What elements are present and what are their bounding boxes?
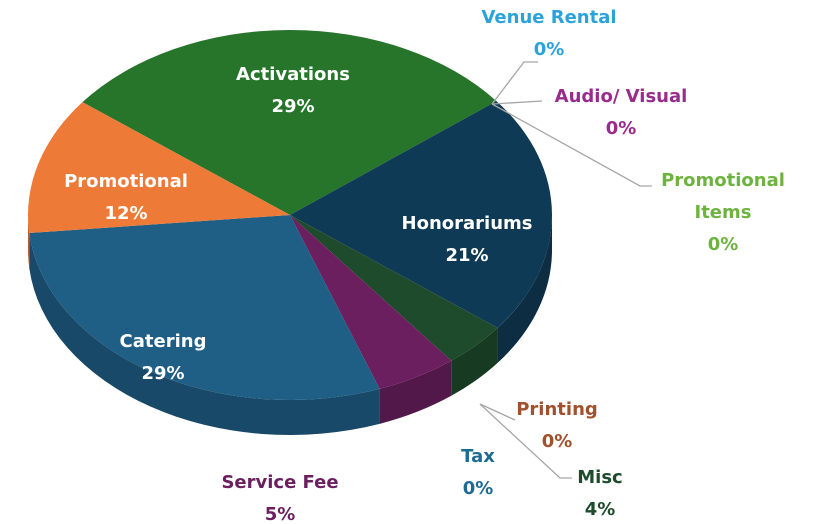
label-name: Activations xyxy=(236,64,350,85)
data-label: Service Fee 5% xyxy=(221,467,338,524)
label-name: Service Fee xyxy=(221,472,339,493)
slice xyxy=(82,29,497,215)
leader-line xyxy=(479,403,516,421)
label-name: Printing xyxy=(516,399,598,420)
label-value: 21% xyxy=(445,245,489,266)
label-value: 29% xyxy=(271,96,315,117)
label-name: Misc xyxy=(577,467,623,488)
label-name: Catering xyxy=(119,331,207,352)
data-label: Audio/ Visual 0% xyxy=(555,81,688,145)
data-label: Venue Rental 0% xyxy=(481,2,616,66)
data-label: Printing 0% xyxy=(516,394,598,458)
leader-line xyxy=(491,61,538,105)
slice xyxy=(290,215,452,389)
label-value: 4% xyxy=(584,499,616,520)
label-value: 0% xyxy=(462,478,494,499)
label-value: 5% xyxy=(264,504,296,524)
data-label: Misc 4% xyxy=(577,462,622,524)
label-value: 0% xyxy=(707,234,739,255)
leader-line xyxy=(491,103,652,187)
label-value: 0% xyxy=(605,118,637,139)
slice-side xyxy=(28,215,30,269)
leader-line xyxy=(479,403,572,479)
data-label: Catering 29% xyxy=(120,326,207,390)
slice-side xyxy=(379,360,452,424)
label-name: Audio/ Visual xyxy=(554,86,688,107)
slice xyxy=(290,215,498,361)
slice-side xyxy=(497,215,552,363)
tops xyxy=(28,29,552,400)
label-name: Promotional Items xyxy=(661,170,785,223)
label-name: Promotional xyxy=(64,171,188,192)
slice xyxy=(28,102,291,234)
data-label: Promotional 12% xyxy=(64,166,188,230)
label-name: Tax xyxy=(461,446,495,467)
data-label: Activations 29% xyxy=(236,59,350,123)
data-label: Tax 0% xyxy=(461,441,495,505)
label-value: 29% xyxy=(141,363,185,384)
leader-line xyxy=(491,100,543,105)
label-value: 0% xyxy=(533,39,565,60)
sides xyxy=(28,215,552,436)
label-value: 0% xyxy=(541,431,573,452)
slice-side xyxy=(29,233,380,436)
data-label: Promotional Items 0% xyxy=(653,165,793,261)
label-name: Honorariums xyxy=(401,213,533,234)
label-value: 12% xyxy=(104,203,148,224)
slice-side xyxy=(451,327,498,396)
slice xyxy=(29,215,380,400)
slice xyxy=(290,101,552,328)
label-name: Venue Rental xyxy=(481,7,617,28)
data-label: Honorariums 21% xyxy=(402,208,533,272)
